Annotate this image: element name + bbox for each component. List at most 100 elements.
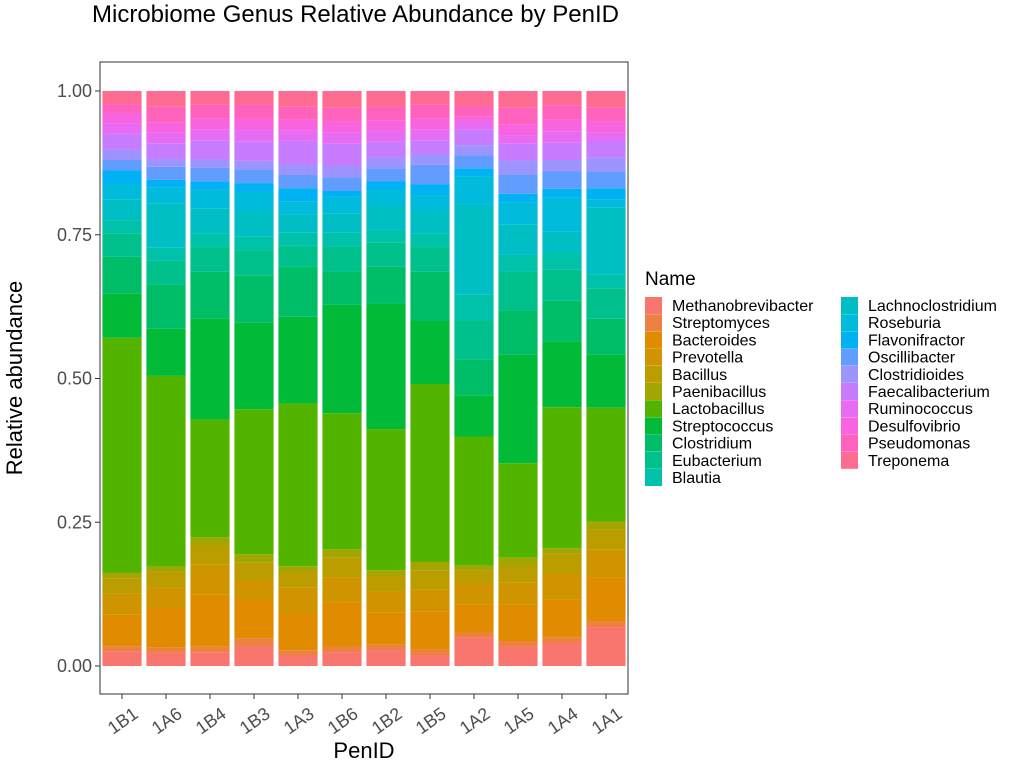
bar-segment-1A2-lactobacillus [454, 436, 494, 566]
y-tick-label: 0.75 [57, 225, 92, 245]
x-tick-label: 1B3 [236, 703, 274, 738]
bar-segment-1A5-methanobrevibacter [498, 646, 538, 666]
bar-stack-1A6 [146, 91, 186, 666]
bar-segment-1A5-bacteroides [498, 604, 538, 641]
bar-segment-1A5-lachnoclostridium [498, 224, 538, 255]
bar-segment-1B6-desulfovibrio [322, 121, 362, 133]
legend-item-bacteroides: Bacteroides [645, 331, 757, 349]
bar-stack-1B2 [366, 91, 406, 666]
bar-segment-1A6-paenibacillus [146, 566, 186, 572]
bar-segment-1B2-clostridioides [366, 157, 406, 169]
legend-item-ruminococcus: Ruminococcus [841, 400, 973, 418]
bar-segment-1B3-eubacterium [234, 250, 274, 276]
bar-segment-1A2-ruminococcus [454, 121, 494, 130]
y-tick-label: 0.00 [57, 656, 92, 676]
bar-segment-1B2-clostridium [366, 266, 406, 304]
bar-segment-1B4-treponema [190, 91, 230, 105]
bar-segment-1A6-blautia [146, 247, 186, 261]
bar-segment-1A3-streptomyces [278, 650, 318, 656]
legend-item-streptococcus: Streptococcus [645, 417, 773, 435]
bar-segment-1B5-treponema [410, 91, 450, 105]
bar-segment-1A6-oscillibacter [146, 166, 186, 180]
bar-segment-1B1-lachnoclostridium [102, 199, 142, 221]
bar-segment-1B5-blautia [410, 233, 450, 248]
x-tick-label: 1B5 [412, 703, 450, 738]
bar-segment-1B1-methanobrevibacter [102, 651, 142, 666]
bar-segment-1A3-pseudomonas [278, 106, 318, 120]
legend-swatch [841, 314, 858, 332]
legend-swatch [841, 365, 858, 383]
bar-segment-1A3-paenibacillus [278, 566, 318, 572]
bar-segment-1A3-lactobacillus [278, 403, 318, 567]
bar-segment-1A6-desulfovibrio [146, 122, 186, 133]
legend-title: Name [645, 269, 696, 290]
bar-segment-1B3-streptomyces [234, 638, 274, 647]
bar-segment-1A1-faecalibacterium [586, 141, 626, 158]
bar-segment-1B2-methanobrevibacter [366, 650, 406, 666]
legend-item-methanobrevibacter: Methanobrevibacter [645, 297, 814, 315]
bar-segment-1B1-prevotella [102, 593, 142, 615]
bar-segment-1A3-bacillus [278, 571, 318, 588]
legend-label: Paenibacillus [672, 384, 766, 401]
bar-segment-1A4-clostridium [542, 300, 582, 342]
bar-segment-1A4-desulfovibrio [542, 119, 582, 132]
bar-segment-1A4-streptococcus [542, 341, 582, 408]
bar-segment-1B4-faecalibacterium [190, 140, 230, 160]
legend-swatch [841, 383, 858, 400]
bar-segment-1B2-faecalibacterium [366, 141, 406, 158]
bar-stack-1B5 [410, 91, 450, 666]
bar-segment-1B4-desulfovibrio [190, 118, 230, 130]
legend-label: Blautia [672, 470, 721, 487]
legend-item-eubacterium: Eubacterium [645, 451, 762, 470]
bar-segment-1B3-oscillibacter [234, 169, 274, 184]
legend-label: Desulfovibrio [868, 418, 961, 435]
bar-segment-1A2-eubacterium [454, 320, 494, 360]
bar-segment-1B6-eubacterium [322, 246, 362, 272]
bar-segment-1B2-treponema [366, 91, 406, 107]
bar-segment-1B1-oscillibacter [102, 160, 142, 171]
bar-segment-1B2-prevotella [366, 591, 406, 613]
bar-segment-1A5-lactobacillus [498, 463, 538, 558]
bar-segment-1A2-methanobrevibacter [454, 637, 494, 666]
bar-segment-1A6-clostridioides [146, 158, 186, 167]
bar-segment-1A2-desulfovibrio [454, 116, 494, 122]
bar-segment-1A6-streptomyces [146, 647, 186, 653]
legend-label: Streptomyces [672, 315, 770, 332]
legend-swatch [645, 417, 662, 435]
bar-segment-1A3-desulfovibrio [278, 119, 318, 131]
x-tick-label: 1B4 [192, 703, 230, 738]
bar-segment-1B5-streptococcus [410, 321, 450, 384]
legend-item-flavonifractor: Flavonifractor [841, 331, 966, 349]
bar-segment-1B4-lachnoclostridium [190, 208, 230, 234]
bar-segment-1A2-bacteroides [454, 604, 494, 633]
bar-segment-1A6-treponema [146, 91, 186, 107]
bar-segment-1B5-pseudomonas [410, 104, 450, 119]
bar-segment-1A3-roseburia [278, 201, 318, 215]
bar-segment-1B5-paenibacillus [410, 561, 450, 571]
legend-item-oscillibacter: Oscillibacter [841, 348, 956, 367]
bar-segment-1A3-blautia [278, 232, 318, 246]
bar-segment-1B6-pseudomonas [322, 107, 362, 122]
bar-segment-1A4-ruminococcus [542, 131, 582, 143]
legend-item-lachnoclostridium: Lachnoclostridium [841, 297, 997, 315]
bar-segment-1B5-bacillus [410, 570, 450, 590]
bar-segment-1B1-streptomyces [102, 646, 142, 652]
bar-segment-1A1-clostridioides [586, 157, 626, 172]
legend-swatch [841, 348, 858, 366]
bar-segment-1B4-flavonifractor [190, 181, 230, 190]
legend-swatch [645, 314, 662, 332]
bar-segment-1B3-flavonifractor [234, 183, 274, 192]
legend-swatch [645, 434, 662, 452]
legend-item-desulfovibrio: Desulfovibrio [841, 417, 961, 435]
bar-segment-1A5-pseudomonas [498, 107, 538, 125]
bar-segment-1A2-pseudomonas [454, 106, 494, 117]
bar-segment-1A5-treponema [498, 91, 538, 108]
bar-segment-1B6-bacteroides [322, 602, 362, 647]
bar-segment-1B2-oscillibacter [366, 168, 406, 182]
bar-segment-1A2-faecalibacterium [454, 129, 494, 146]
bar-segment-1A1-lachnoclostridium [586, 207, 626, 275]
bar-segment-1B4-streptomyces [190, 646, 230, 653]
bar-segment-1B1-clostridioides [102, 149, 142, 160]
bar-segment-1B2-lactobacillus [366, 429, 406, 571]
legend-label: Pseudomonas [868, 436, 970, 453]
